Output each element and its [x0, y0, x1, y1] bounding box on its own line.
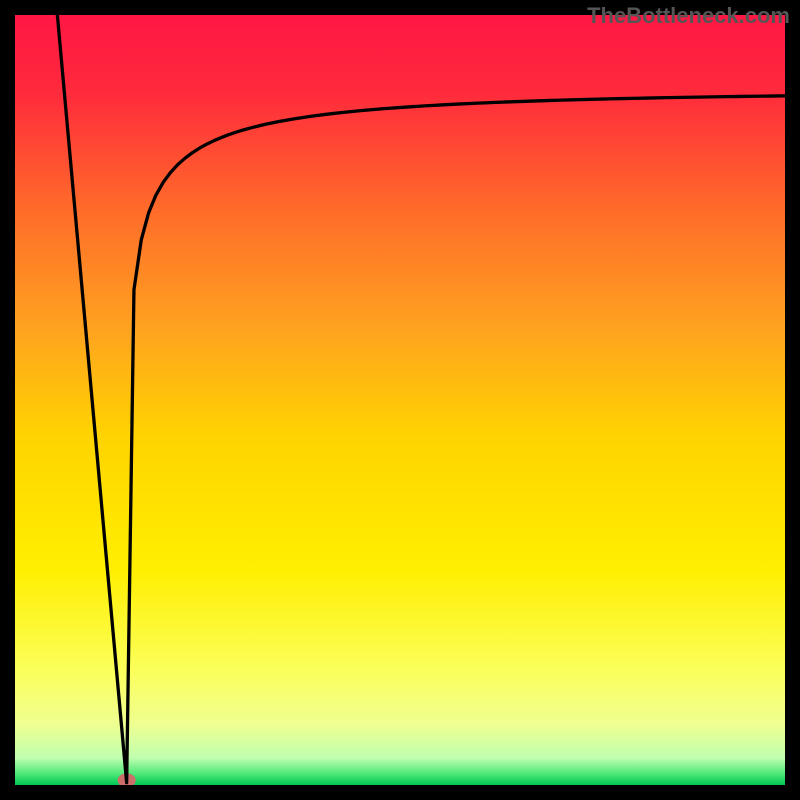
- watermark-label: TheBottleneck.com: [587, 3, 790, 29]
- plot-area: [15, 15, 785, 785]
- bottleneck-curve: [15, 15, 785, 785]
- curve-path: [57, 15, 785, 783]
- chart-container: TheBottleneck.com: [0, 0, 800, 800]
